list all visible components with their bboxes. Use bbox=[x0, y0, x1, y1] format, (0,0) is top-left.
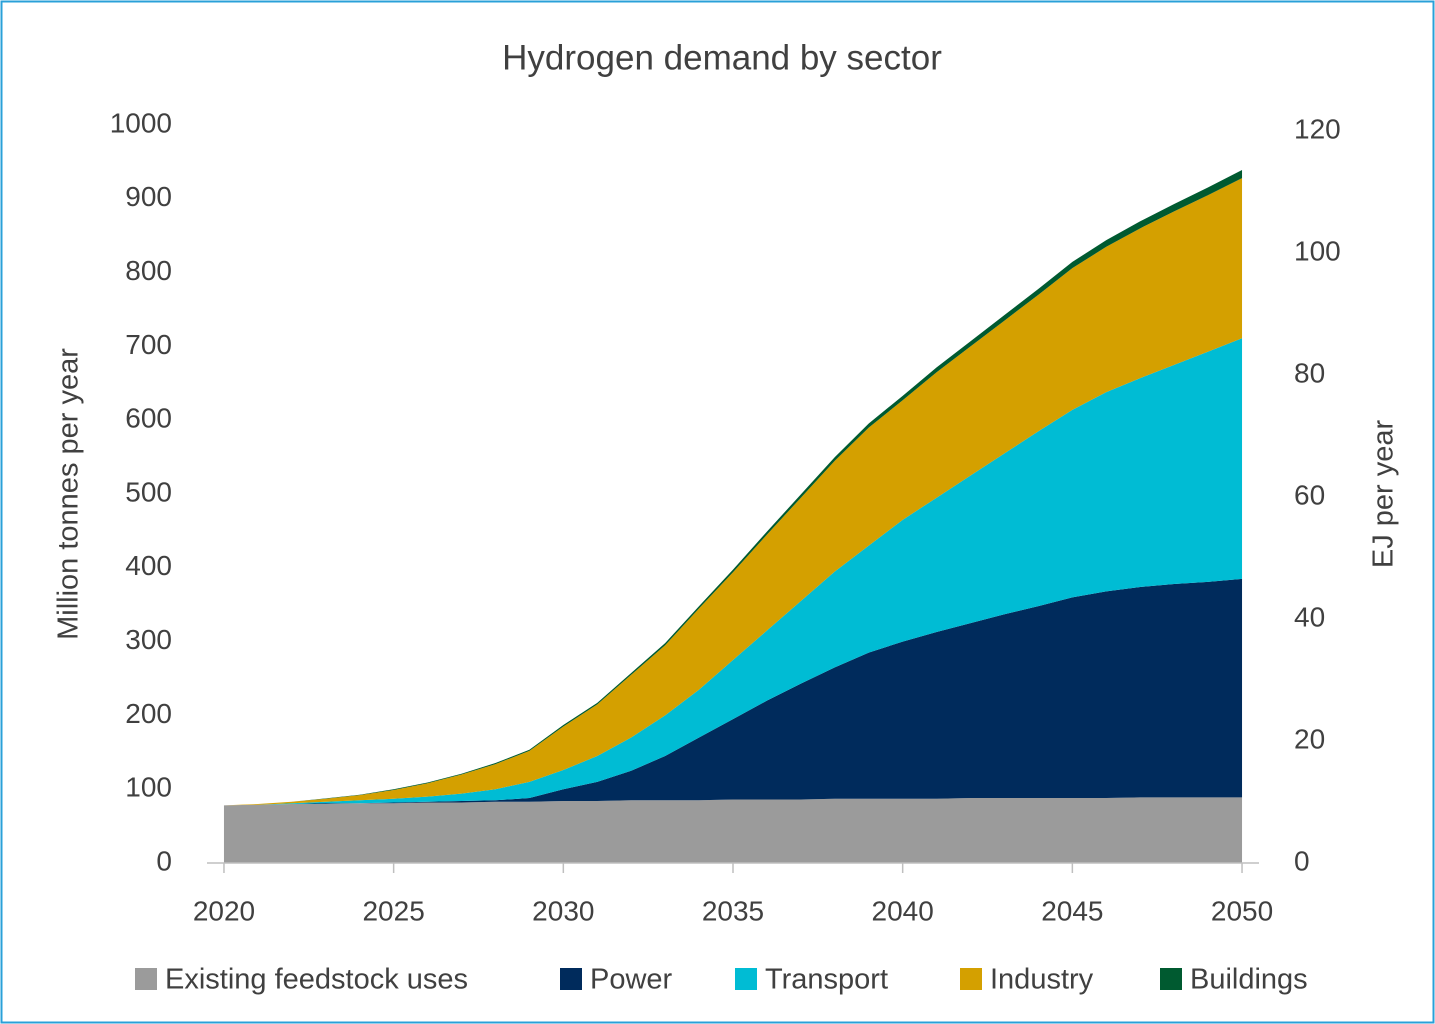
y2-axis-label: EJ per year bbox=[1368, 420, 1400, 569]
y2-tick-label: 100 bbox=[1294, 235, 1341, 266]
x-tick-label: 2045 bbox=[1041, 895, 1103, 926]
y2-tick-label: 80 bbox=[1294, 357, 1325, 388]
y-tick-label: 900 bbox=[125, 181, 172, 212]
legend-label: Transport bbox=[765, 964, 888, 996]
y2-tick-label: 120 bbox=[1294, 113, 1341, 144]
x-tick-label: 2025 bbox=[362, 895, 424, 926]
x-tick-label: 2030 bbox=[532, 895, 594, 926]
y-tick-label: 500 bbox=[125, 476, 172, 507]
y-tick-label: 400 bbox=[125, 550, 172, 581]
y-tick-label: 600 bbox=[125, 403, 172, 434]
y-tick-label: 200 bbox=[125, 698, 172, 729]
y2-tick-label: 60 bbox=[1294, 479, 1325, 510]
x-tick-label: 2050 bbox=[1211, 895, 1273, 926]
area bbox=[223, 178, 1243, 806]
y2-tick-label: 40 bbox=[1294, 601, 1325, 632]
legend-swatch bbox=[735, 968, 757, 990]
x-tick-label: 2035 bbox=[702, 895, 764, 926]
legend-swatch bbox=[135, 968, 157, 990]
y2-tick-label: 20 bbox=[1294, 723, 1325, 754]
legend-label: Buildings bbox=[1190, 964, 1308, 996]
y-tick-label: 300 bbox=[125, 624, 172, 655]
area bbox=[223, 578, 1243, 806]
legend-label: Industry bbox=[990, 964, 1094, 996]
y-tick-label: 1000 bbox=[110, 107, 172, 138]
area bbox=[223, 338, 1243, 806]
legend-label: Existing feedstock uses bbox=[165, 964, 468, 996]
legend-swatch bbox=[560, 968, 582, 990]
chart-title: Hydrogen demand by sector bbox=[502, 38, 942, 77]
area bbox=[223, 170, 1243, 806]
y-tick-label: 800 bbox=[125, 255, 172, 286]
x-tick-label: 2020 bbox=[193, 895, 255, 926]
legend-swatch bbox=[1160, 968, 1182, 990]
area bbox=[223, 797, 1243, 863]
y-tick-label: 700 bbox=[125, 329, 172, 360]
x-tick-label: 2040 bbox=[872, 895, 934, 926]
legend-swatch bbox=[960, 968, 982, 990]
y-axis-label: Million tonnes per year bbox=[53, 348, 85, 640]
y-tick-label: 100 bbox=[125, 772, 172, 803]
legend-label: Power bbox=[590, 964, 673, 996]
y2-tick-label: 0 bbox=[1294, 845, 1310, 876]
y-tick-label: 0 bbox=[156, 845, 172, 876]
